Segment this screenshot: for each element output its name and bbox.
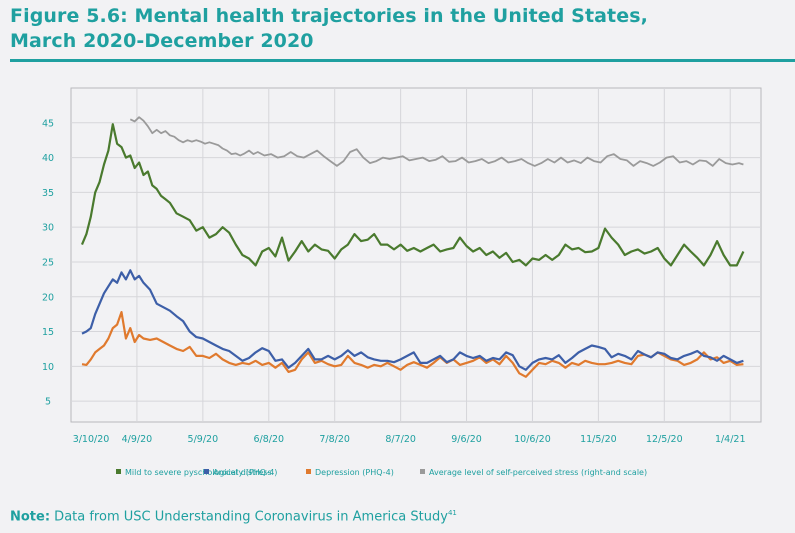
note-label: Note: [10,509,51,525]
y-tick-label: 5 [45,397,51,408]
x-tick-label: 4/9/20 [122,434,153,445]
y-tick-label: 30 [42,223,54,234]
series-line-distress [80,123,745,267]
x-tick-label: 11/5/20 [580,434,617,445]
y-tick-label: 15 [42,327,54,338]
legend-swatch [306,469,311,474]
y-gridlines [71,122,761,402]
series-lines [80,116,745,378]
figure-title-line-1: Figure 5.6: Mental health trajectories i… [10,5,648,27]
legend-item-stress: Average level of self-perceived stress (… [420,468,647,477]
y-tick-label: 20 [42,292,54,303]
x-tick-label: 8/7/20 [385,434,416,445]
legend-label: Mild to severe pyschological distress [125,468,272,477]
y-tick-label: 25 [42,257,54,268]
x-axis-ticks: 3/10/20 4/9/20 5/9/20 6/8/20 7/8/20 8/7/20 9/6… [73,434,746,445]
x-tick-label: 7/8/20 [319,434,350,445]
plot-area [70,87,762,423]
y-tick-label: 35 [42,188,54,199]
legend-swatch [420,469,425,474]
y-tick-label: 10 [42,362,54,373]
x-tick-label: 6/8/20 [253,434,284,445]
series-line-stress [129,116,744,167]
legend-label: Depression (PHQ-4) [315,468,394,477]
y-tick-label: 45 [42,118,54,129]
title-divider [10,59,795,62]
y-tick-label: 40 [42,153,54,164]
x-tick-label: 3/10/20 [73,434,110,445]
legend-item-anxiety: Anxiety (PHQ-4) [204,468,277,477]
y-axis-ticks: 5 10 15 20 25 30 35 40 45 [42,118,54,407]
x-tick-label: 10/6/20 [514,434,551,445]
legend-label: Anxiety (PHQ-4) [213,468,277,477]
x-tick-label: 1/4/21 [715,434,746,445]
x-tick-label: 9/6/20 [451,434,482,445]
figure-title-line-2: March 2020-December 2020 [10,30,314,52]
figure-note: Note: Data from USC Understanding Corona… [10,509,457,524]
series-line-anxiety [81,269,744,371]
note-text: Data from USC Understanding Coronavirus … [50,509,448,525]
legend-swatch [116,469,121,474]
figure-title: Figure 5.6: Mental health trajectories i… [10,4,648,54]
legend-item-depression: Depression (PHQ-4) [306,468,394,477]
x-tick-label: 12/5/20 [646,434,683,445]
legend: Mild to severe pyschological distressAnx… [116,468,647,477]
legend-swatch [204,469,209,474]
legend-item-distress: Mild to severe pyschological distress [116,468,272,477]
legend-label: Average level of self-perceived stress (… [429,468,647,477]
x-tick-label: 5/9/20 [188,434,219,445]
note-reference: 41 [447,509,457,517]
series-line-depression [81,311,744,378]
